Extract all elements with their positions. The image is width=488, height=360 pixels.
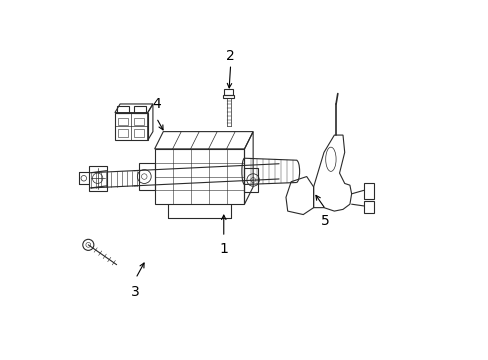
Text: 5: 5 xyxy=(321,215,329,229)
Text: 2: 2 xyxy=(226,49,235,63)
Text: 3: 3 xyxy=(131,285,140,299)
Bar xyxy=(118,118,128,125)
Bar xyxy=(134,129,143,137)
Bar xyxy=(134,118,143,125)
Text: 4: 4 xyxy=(152,97,161,111)
Text: 1: 1 xyxy=(219,242,228,256)
Bar xyxy=(118,129,128,137)
